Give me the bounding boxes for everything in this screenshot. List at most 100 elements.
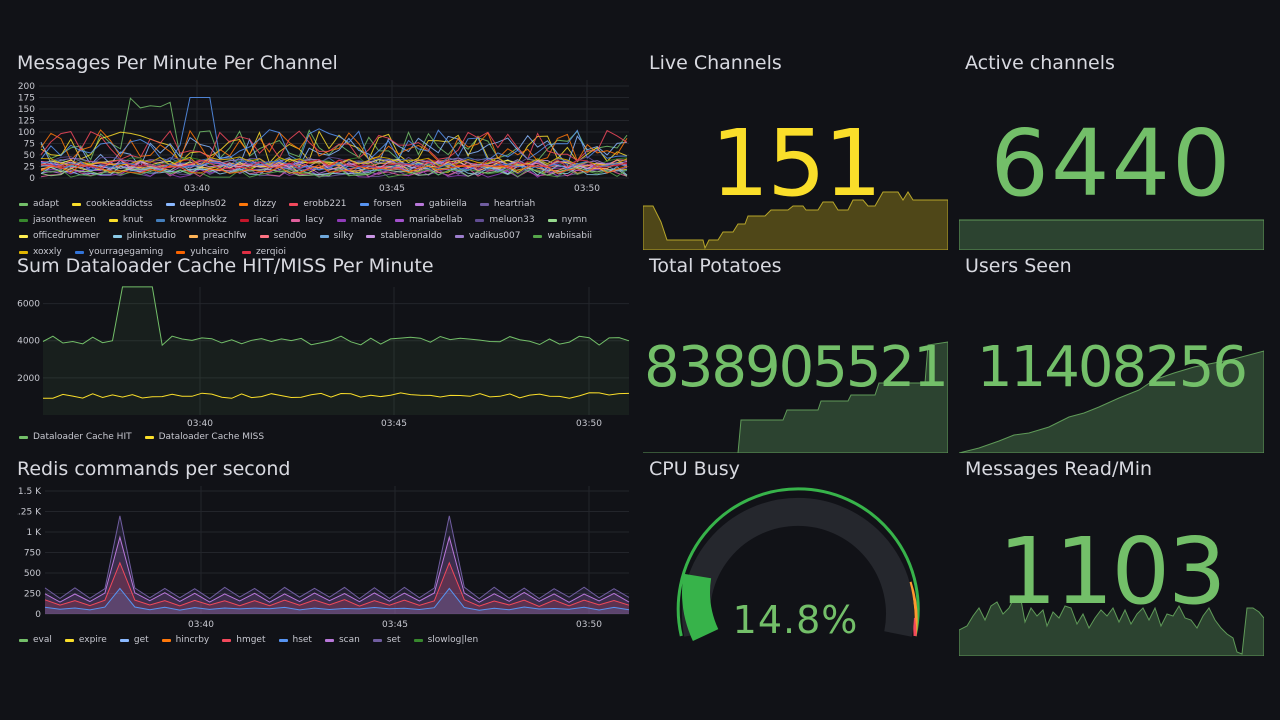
panel-title[interactable]: Messages Read/Min bbox=[965, 458, 1153, 480]
legend-item[interactable]: erobb221 bbox=[289, 196, 347, 212]
legend-item[interactable]: set bbox=[372, 632, 401, 648]
legend-label: lacari bbox=[253, 215, 279, 225]
series-line bbox=[40, 97, 628, 162]
legend-item[interactable]: Dataloader Cache HIT bbox=[19, 429, 132, 445]
legend-item[interactable]: plinkstudio bbox=[112, 228, 176, 244]
redis-commands-chart[interactable]: 1.5 K 1.25 K 1 K 750 500 250 0 03:40 03:45 03:50 bbox=[17, 486, 632, 636]
legend-item[interactable]: hmget bbox=[222, 632, 266, 648]
legend-swatch bbox=[479, 202, 489, 206]
legend-item[interactable]: nymn bbox=[547, 212, 587, 228]
legend-swatch bbox=[19, 218, 28, 222]
panel-title[interactable]: Messages Per Minute Per Channel bbox=[17, 52, 338, 74]
legend-label: expire bbox=[78, 635, 107, 645]
x-tick-label: 03:45 bbox=[381, 419, 407, 429]
legend-label: officedrummer bbox=[33, 231, 100, 241]
legend-item[interactable]: silky bbox=[319, 228, 353, 244]
legend-item[interactable]: deeplns02 bbox=[165, 196, 227, 212]
legend-item[interactable]: yourragegaming bbox=[74, 244, 163, 260]
legend-item[interactable]: gabiieila bbox=[414, 196, 467, 212]
panel-title[interactable]: CPU Busy bbox=[649, 458, 740, 480]
legend-label: Dataloader Cache HIT bbox=[33, 432, 132, 442]
legend-label: erobb221 bbox=[303, 199, 347, 209]
legend-swatch bbox=[475, 218, 485, 222]
legend-item[interactable]: wabiisabii bbox=[533, 228, 592, 244]
panel-title[interactable]: Active channels bbox=[965, 52, 1115, 74]
legend-item[interactable]: xoxxly bbox=[19, 244, 62, 260]
legend-item[interactable]: mariabellab bbox=[394, 212, 463, 228]
legend-item[interactable]: hset bbox=[278, 632, 312, 648]
y-tick-label: 150 bbox=[18, 105, 35, 115]
legend-item[interactable]: get bbox=[119, 632, 149, 648]
legend-item[interactable]: adapt bbox=[19, 196, 59, 212]
legend-item[interactable]: eval bbox=[19, 632, 52, 648]
legend-label: dizzy bbox=[253, 199, 277, 209]
legend-item[interactable]: slowlog|len bbox=[413, 632, 479, 648]
legend-label: hset bbox=[292, 635, 312, 645]
legend-item[interactable]: meluon33 bbox=[475, 212, 535, 228]
legend-item[interactable]: officedrummer bbox=[19, 228, 100, 244]
legend-item[interactable]: lacy bbox=[291, 212, 324, 228]
legend-label: plinkstudio bbox=[126, 231, 176, 241]
legend-item[interactable]: zerqioi bbox=[241, 244, 286, 260]
legend-item[interactable]: hincrby bbox=[161, 632, 209, 648]
legend-item[interactable]: expire bbox=[64, 632, 107, 648]
series-area bbox=[45, 515, 629, 614]
panel-title[interactable]: Total Potatoes bbox=[649, 255, 782, 277]
legend-swatch bbox=[259, 234, 269, 238]
y-tick-label: 6000 bbox=[17, 300, 40, 310]
series-area bbox=[45, 588, 629, 614]
legend-item[interactable]: heartriah bbox=[479, 196, 535, 212]
active-channels-sparkline bbox=[959, 219, 1264, 250]
legend-item[interactable]: dizzy bbox=[239, 196, 276, 212]
y-tick-label: 1 K bbox=[27, 528, 43, 538]
legend-item[interactable]: krownmokkz bbox=[155, 212, 227, 228]
legend-swatch bbox=[324, 638, 334, 642]
legend-item[interactable]: lacari bbox=[239, 212, 279, 228]
legend-item[interactable]: Dataloader Cache MISS bbox=[144, 429, 264, 445]
legend-label: yuhcairo bbox=[190, 247, 229, 257]
panel-title[interactable]: Live Channels bbox=[649, 52, 782, 74]
cpu-busy-value: 14.8% bbox=[732, 598, 859, 642]
x-tick-label: 03:50 bbox=[574, 184, 600, 194]
chart-legend: Dataloader Cache HIT Dataloader Cache MIS… bbox=[19, 429, 619, 445]
legend-item[interactable]: yuhcairo bbox=[176, 244, 229, 260]
legend-item[interactable]: cookieaddictss bbox=[72, 196, 153, 212]
panel-title[interactable]: Redis commands per second bbox=[17, 458, 291, 480]
x-tick-label: 03:45 bbox=[382, 620, 408, 630]
y-tick-label: 1.5 K bbox=[18, 487, 42, 497]
legend-swatch bbox=[359, 202, 369, 206]
dataloader-cache-chart[interactable]: 6000 4000 2000 03:40 03:45 03:50 bbox=[17, 283, 632, 433]
legend-label: deeplns02 bbox=[179, 199, 227, 209]
y-tick-label: 0 bbox=[29, 174, 35, 184]
legend-item[interactable]: knut bbox=[108, 212, 143, 228]
legend-item[interactable]: send0o bbox=[259, 228, 307, 244]
legend-item[interactable]: preachlfw bbox=[188, 228, 247, 244]
legend-item[interactable]: forsen bbox=[359, 196, 402, 212]
panel-title[interactable]: Sum Dataloader Cache HIT/MISS Per Minute bbox=[17, 255, 434, 277]
messages-read-value: 1103 bbox=[998, 518, 1226, 625]
legend-item[interactable]: vadikus007 bbox=[454, 228, 520, 244]
legend-label: mariabellab bbox=[408, 215, 463, 225]
legend-swatch bbox=[144, 435, 154, 439]
panel-title[interactable]: Users Seen bbox=[965, 255, 1072, 277]
legend-item[interactable]: jasontheween bbox=[19, 212, 96, 228]
legend-label: knut bbox=[122, 215, 143, 225]
panel-redis-commands: Redis commands per second 1.5 K 1.25 K 1 K… bbox=[17, 458, 632, 658]
legend-swatch bbox=[72, 202, 81, 206]
legend-item[interactable]: stableronaldo bbox=[366, 228, 442, 244]
y-tick-label: 250 bbox=[24, 590, 41, 600]
legend-item[interactable]: mande bbox=[336, 212, 382, 228]
total-potatoes-sparkline bbox=[643, 341, 948, 453]
legend-swatch bbox=[394, 218, 404, 222]
total-potatoes-value: 838905521 bbox=[644, 335, 949, 400]
chart-legend: eval expire get hincrby hmget hset scan set slow… bbox=[19, 632, 619, 648]
legend-swatch bbox=[413, 638, 423, 642]
legend-label: adapt bbox=[33, 199, 59, 209]
y-tick-label: 500 bbox=[24, 569, 41, 579]
panel-live-channels: Live Channels 151 bbox=[643, 52, 948, 250]
legend-swatch bbox=[239, 218, 249, 222]
legend-item[interactable]: scan bbox=[324, 632, 360, 648]
series-line bbox=[44, 535, 630, 603]
legend-label: slowlog|len bbox=[427, 635, 479, 645]
